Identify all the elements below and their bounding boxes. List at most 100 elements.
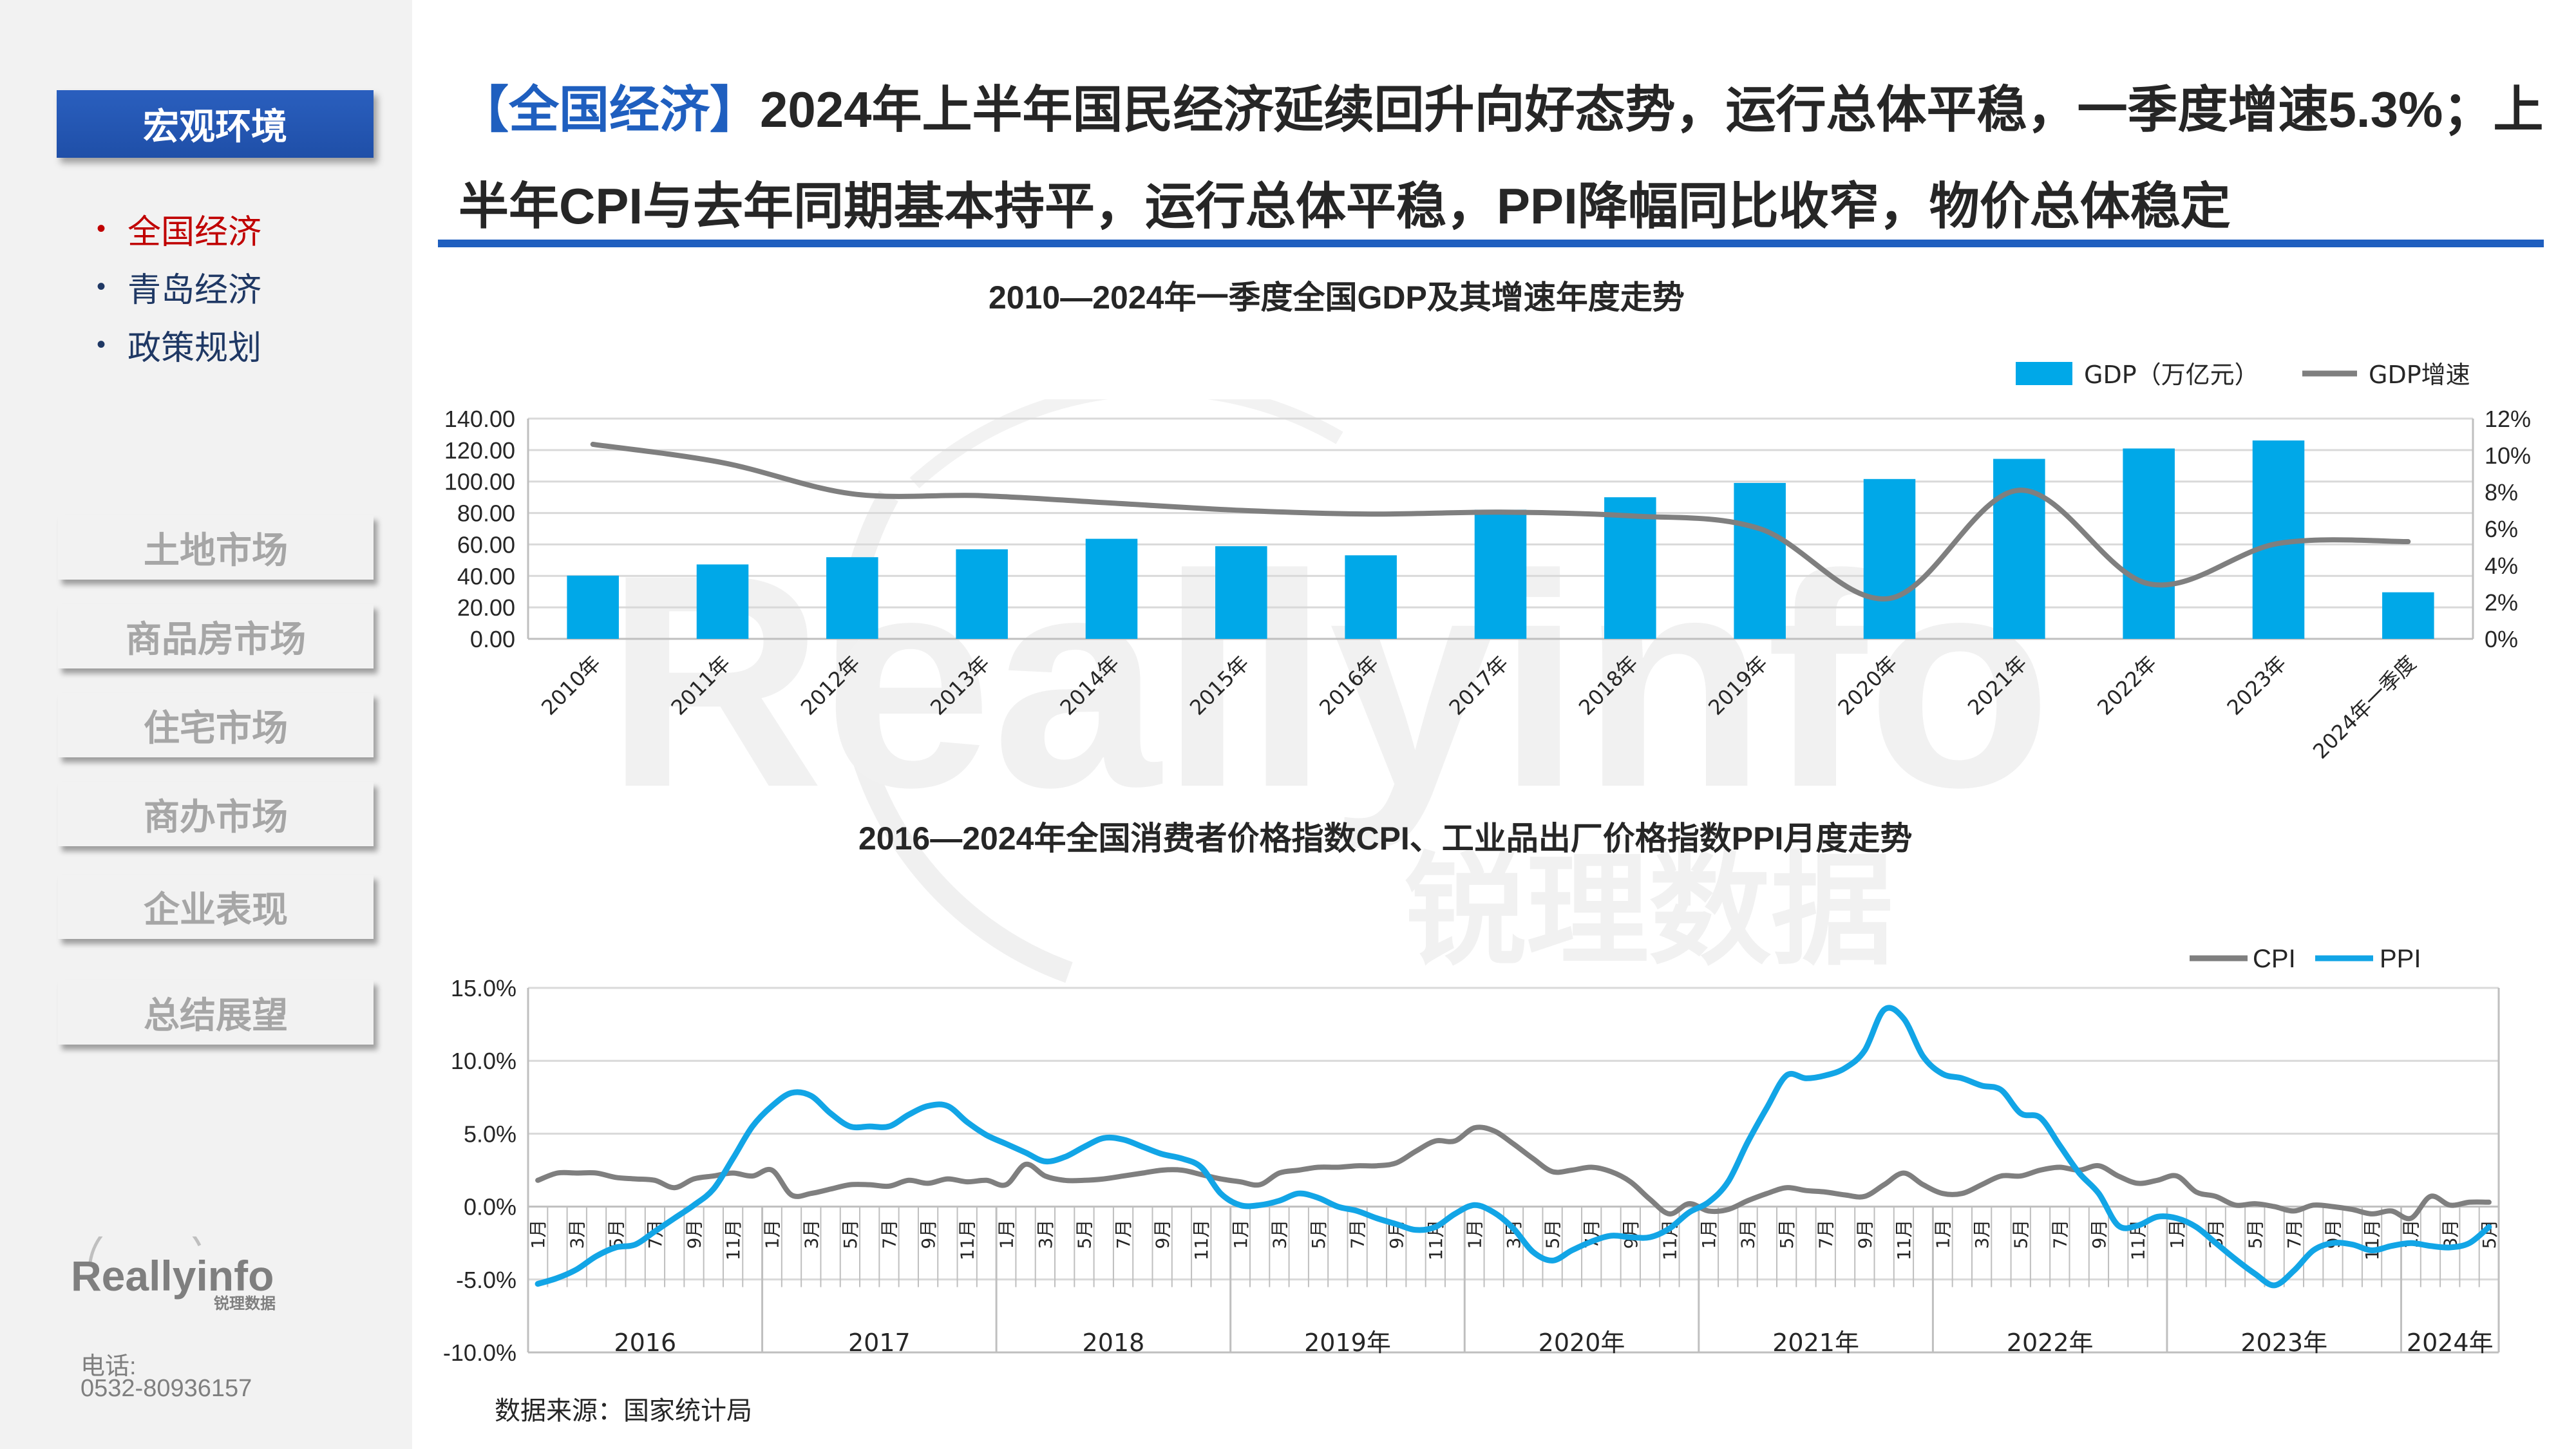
gdp-bar <box>2382 592 2434 639</box>
gdp-bar <box>826 557 878 639</box>
year-group-label: 2019年 <box>1304 1329 1391 1357</box>
phone-number: 0532-80936157 <box>80 1375 252 1402</box>
month-label: 7月 <box>2049 1220 2070 1249</box>
y-right-tick-label: 0% <box>2485 626 2518 652</box>
x-tick-label: 2017年 <box>1444 651 1513 720</box>
month-label: 3月 <box>800 1220 822 1249</box>
cpi-line <box>535 1124 2492 1222</box>
month-label: 1月 <box>527 1220 549 1249</box>
bullet-icon: • <box>97 214 106 243</box>
month-label: 11月 <box>1893 1220 1915 1261</box>
month-label: 9月 <box>918 1220 939 1249</box>
sidebar-sub-item-qingdao-economy[interactable]: • 青岛经济 <box>97 263 261 311</box>
month-label: 7月 <box>2284 1220 2305 1249</box>
gdp-chart: 0.00 20.00 40.00 60.00 80.00 100.00 120.00 140.… <box>444 361 2531 764</box>
y-right-tick-label: 6% <box>2485 516 2518 542</box>
logo-subtext: 锐理数据 <box>214 1294 276 1312</box>
year-group-label: 2024年 <box>2407 1329 2494 1357</box>
x-tick-label: 2018年 <box>1574 651 1643 720</box>
x-tick-label: 2019年 <box>1703 651 1772 720</box>
month-label: 5月 <box>2011 1220 2032 1249</box>
sidebar-active-section[interactable]: 宏观环境 <box>57 90 374 158</box>
x-tick-label: 2022年 <box>2092 651 2161 720</box>
x-tick-label: 2013年 <box>925 651 994 720</box>
gdp-bar <box>1863 478 1916 639</box>
month-label: 1月 <box>1464 1220 1485 1249</box>
gdp-bar <box>1604 497 1656 639</box>
month-label: 3月 <box>1971 1220 1993 1249</box>
month-label: 5月 <box>2244 1220 2266 1249</box>
x-tick-label: 2015年 <box>1185 651 1254 720</box>
sidebar-sub-item-national-economy[interactable]: • 全国经济 <box>97 205 261 253</box>
price-chart-title: 2016—2024年全国消费者价格指数CPI、工业品出厂价格指数PPI月度走势 <box>858 820 1913 857</box>
y-left-tick-label: 140.00 <box>444 406 515 432</box>
month-label: 3月 <box>567 1220 588 1249</box>
month-label: 1月 <box>1933 1220 1954 1249</box>
legend-label-gdp: GDP（万亿元） <box>2084 361 2259 389</box>
month-label: 5月 <box>1074 1220 1095 1249</box>
headline-divider <box>438 240 2544 247</box>
y-tick-label: 10.0% <box>451 1048 516 1074</box>
year-group-label: 2020年 <box>1539 1329 1625 1357</box>
month-label: 7月 <box>1347 1220 1368 1249</box>
month-label: 3月 <box>1738 1220 1759 1249</box>
gdp-bar <box>2123 448 2175 639</box>
month-label: 5月 <box>1542 1220 1564 1249</box>
price-chart-legend: CPI PPI <box>2190 945 2421 973</box>
year-group-label: 2023年 <box>2240 1329 2327 1357</box>
sidebar-sub-item-label: 全国经济 <box>128 214 262 251</box>
y-tick-label: 0.0% <box>464 1194 516 1220</box>
sidebar-section-enterprise[interactable]: 企业表现 <box>58 875 374 939</box>
y-right-tick-label: 8% <box>2485 479 2518 506</box>
gdp-bar <box>1993 459 2045 639</box>
logo-text: Reallyinfo <box>71 1252 274 1300</box>
y-tick-label: -10.0% <box>443 1340 516 1366</box>
x-tick-label: 2011年 <box>667 651 735 720</box>
x-tick-label: 2010年 <box>536 651 605 720</box>
legend-label-growth: GDP增速 <box>2369 361 2470 389</box>
gdp-bar <box>956 549 1008 639</box>
month-label: 5月 <box>1308 1220 1329 1249</box>
month-label: 7月 <box>878 1220 900 1249</box>
month-label: 11月 <box>723 1220 744 1261</box>
reallyinfo-logo: Reallyinfo 锐理数据 <box>71 1236 276 1312</box>
month-label: 7月 <box>1815 1220 1837 1249</box>
month-label: 1月 <box>1230 1220 1251 1249</box>
gdp-chart-title: 2010—2024年一季度全国GDP及其增速年度走势 <box>989 279 1685 316</box>
y-tick-label: 5.0% <box>464 1121 516 1147</box>
gdp-bar <box>1085 538 1138 639</box>
price-index-chart: -10.0% -5.0% 0.0% 5.0% 10.0% 15.0% 1月 3月 5月 7月 9月 1… <box>443 945 2500 1366</box>
sidebar-sub-item-policy[interactable]: • 政策规划 <box>97 321 261 369</box>
y-left-tick-label: 80.00 <box>457 500 515 527</box>
data-source: 数据来源：国家统计局 <box>495 1397 752 1425</box>
month-label: 1月 <box>1698 1220 1719 1249</box>
month-label: 9月 <box>1152 1220 1173 1249</box>
gdp-bar <box>696 564 749 639</box>
month-label: 5月 <box>840 1220 861 1249</box>
sidebar-section-commodity-housing[interactable]: 商品房市场 <box>58 604 374 668</box>
month-label: 3月 <box>1269 1220 1290 1249</box>
x-tick-label: 2020年 <box>1833 651 1902 720</box>
sidebar-section-land-market[interactable]: 土地市场 <box>58 515 374 580</box>
legend-swatch-gdp <box>2016 362 2072 385</box>
ppi-line <box>535 1005 2492 1289</box>
y-left-tick-label: 100.00 <box>444 469 515 495</box>
x-tick-label: 2021年 <box>1963 651 2032 720</box>
sidebar-section-residential[interactable]: 住宅市场 <box>58 693 374 757</box>
month-label: 1月 <box>2166 1220 2188 1249</box>
month-label: 9月 <box>2088 1220 2110 1249</box>
sidebar-section-commercial-office[interactable]: 商办市场 <box>58 782 374 846</box>
bullet-icon: • <box>97 330 106 359</box>
y-left-tick-label: 40.00 <box>457 563 515 589</box>
gdp-bar <box>1345 555 1397 639</box>
sidebar-section-summary[interactable]: 总结展望 <box>58 980 374 1045</box>
y-tick-label: -5.0% <box>456 1267 516 1293</box>
phone-label: 电话: <box>80 1353 137 1380</box>
gdp-growth-line <box>590 441 2411 601</box>
legend-label-cpi: CPI <box>2253 945 2296 973</box>
y-left-tick-label: 60.00 <box>457 531 515 558</box>
gdp-chart-legend: GDP（万亿元） GDP增速 <box>2016 361 2470 389</box>
page-headline: 【全国经济】2024年上半年国民经济延续回升向好态势，运行总体平稳，一季度增速5… <box>459 61 2558 254</box>
x-tick-label: 2024年一季度 <box>2308 651 2421 764</box>
y-left-tick-label: 20.00 <box>457 594 515 621</box>
